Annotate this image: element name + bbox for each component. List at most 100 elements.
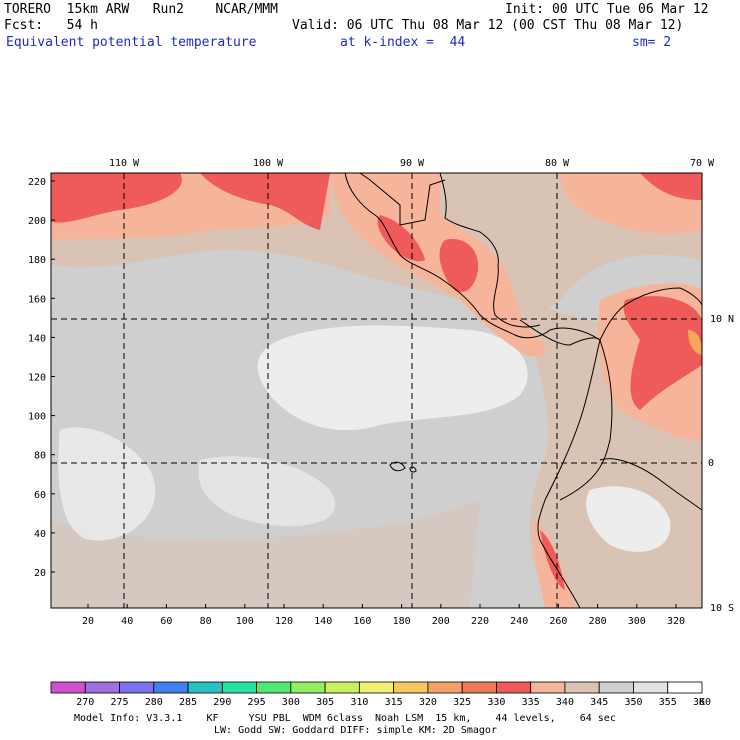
- x-tick-label: 300: [628, 616, 646, 627]
- red-region-honduras: [439, 239, 479, 293]
- lat-label-10n: 10 N: [710, 314, 734, 325]
- physics-info: LW: Godd SW: Goddard DIFF: simple KM: 2D…: [214, 725, 497, 736]
- colorbar-swatch: [119, 681, 155, 694]
- model-title: TORERO 15km ARW Run2 NCAR/MMM: [4, 2, 278, 17]
- colorbar-label: 275: [110, 697, 128, 708]
- x-tick-label: 320: [667, 616, 685, 627]
- colorbar-label: 335: [522, 697, 540, 708]
- colorbar-label: 305: [316, 697, 334, 708]
- field-name: Equivalent potential temperature: [6, 35, 257, 50]
- x-tick-label: 120: [275, 616, 293, 627]
- colorbar-swatch: [598, 681, 634, 694]
- x-tick-label: 100: [236, 616, 254, 627]
- y-tick-label: 20: [34, 568, 46, 579]
- colorbar-swatch: [667, 681, 703, 694]
- colorbar-label: 355: [659, 697, 677, 708]
- colorbar-swatch: [221, 681, 257, 694]
- x-ticks: 20 40 60 80 100 120 140 160 180 200 220 240 260 280 30…: [82, 604, 685, 627]
- colorbar-label: 270: [76, 697, 94, 708]
- light-region-mid: [198, 456, 336, 527]
- colorbar-unit: K: [699, 697, 705, 708]
- colorbar-label: 350: [624, 697, 642, 708]
- colorbar-label: 290: [213, 697, 231, 708]
- orange-spot: [688, 330, 702, 355]
- smoothing-label: sm= 2: [632, 35, 672, 50]
- valid-time: Valid: 06 UTC Thu 08 Mar 12 (00 CST Thu …: [292, 18, 684, 33]
- lon-label-70w: 70 W: [690, 158, 715, 169]
- x-tick-label: 20: [82, 616, 94, 627]
- x-tick-label: 240: [510, 616, 528, 627]
- x-tick-label: 80: [200, 616, 212, 627]
- x-tick-label: 40: [121, 616, 133, 627]
- x-tick-label: 220: [471, 616, 489, 627]
- light-region-west: [58, 427, 156, 541]
- y-tick-label: 100: [28, 412, 46, 423]
- lon-label-100w: 100 W: [253, 158, 284, 169]
- red-region-peru: [540, 530, 565, 590]
- colorbar-label: 310: [350, 697, 368, 708]
- y-tick-label: 140: [28, 333, 46, 344]
- colorbar-swatch: [461, 681, 497, 694]
- colorbar-label: 320: [419, 697, 437, 708]
- y-tick-label: 40: [34, 529, 46, 540]
- x-tick-label: 140: [314, 616, 332, 627]
- colorbar-swatch: [50, 681, 86, 694]
- red-region-guatemala: [377, 215, 425, 262]
- y-tick-label: 120: [28, 373, 46, 384]
- x-tick-label: 200: [432, 616, 450, 627]
- y-tick-label: 80: [34, 451, 46, 462]
- light-region-central: [257, 325, 528, 431]
- colorbar-label: 295: [248, 697, 266, 708]
- y-tick-label: 160: [28, 294, 46, 305]
- tan-region-south: [51, 500, 480, 608]
- colorbar-swatch: [324, 681, 360, 694]
- colorbar-swatch: [256, 681, 292, 694]
- colorbar-swatch: [358, 681, 395, 694]
- colorbar-label: 345: [590, 697, 608, 708]
- red-region-venezuela: [623, 296, 702, 410]
- x-tick-label: 260: [549, 616, 567, 627]
- red-region-ne: [640, 173, 702, 200]
- colorbar-label: 325: [453, 697, 471, 708]
- colorbar-label: 360: [693, 697, 711, 708]
- y-tick-label: 200: [28, 216, 46, 227]
- lat-label-10s: 10 S: [710, 603, 734, 614]
- colorbar-label: 280: [145, 697, 163, 708]
- lon-labels: 110 W 100 W 90 W 80 W 70 W: [109, 158, 715, 169]
- y-tick-label: 220: [28, 177, 46, 188]
- x-tick-label: 160: [353, 616, 371, 627]
- colorbar-swatch: [153, 681, 189, 694]
- colorbar-label: 300: [282, 697, 300, 708]
- colorbar-swatch: [564, 681, 600, 694]
- colorbar-swatch: [496, 681, 532, 694]
- y-tick-label: 180: [28, 255, 46, 266]
- colorbar-swatch: [633, 681, 669, 694]
- red-region-north: [200, 173, 330, 230]
- plot-frame: [50, 172, 703, 609]
- lat-label-0: 0: [708, 458, 714, 469]
- colorbar-swatch: [290, 681, 326, 694]
- y-ticks: 220 200 180 160 140 120 100 80 60 40 20: [28, 177, 55, 579]
- light-region-se: [586, 486, 671, 552]
- lon-label-90w: 90 W: [400, 158, 425, 169]
- x-tick-label: 180: [393, 616, 411, 627]
- colorbar-swatch: [393, 681, 429, 694]
- red-region-nw: [51, 173, 182, 223]
- theta-e-field: [51, 173, 702, 608]
- x-tick-label: 60: [160, 616, 172, 627]
- lon-label-80w: 80 W: [545, 158, 570, 169]
- colorbar-swatch: [530, 681, 566, 694]
- model-info: Model Info: V3.3.1 KF YSU PBL WDM 6class…: [74, 713, 616, 724]
- lat-lon-grid: [51, 173, 702, 608]
- coastlines: [344, 173, 702, 608]
- level-label: at k-index = 44: [340, 35, 466, 50]
- colorbar-swatch: [84, 681, 120, 694]
- colorbar-swatch: [427, 681, 463, 694]
- y-tick-label: 60: [34, 490, 46, 501]
- lat-labels: 10 N 0 10 S: [708, 314, 734, 614]
- forecast-hour: Fcst: 54 h: [4, 18, 98, 33]
- x-tick-label: 280: [589, 616, 607, 627]
- colorbar-label: 285: [179, 697, 197, 708]
